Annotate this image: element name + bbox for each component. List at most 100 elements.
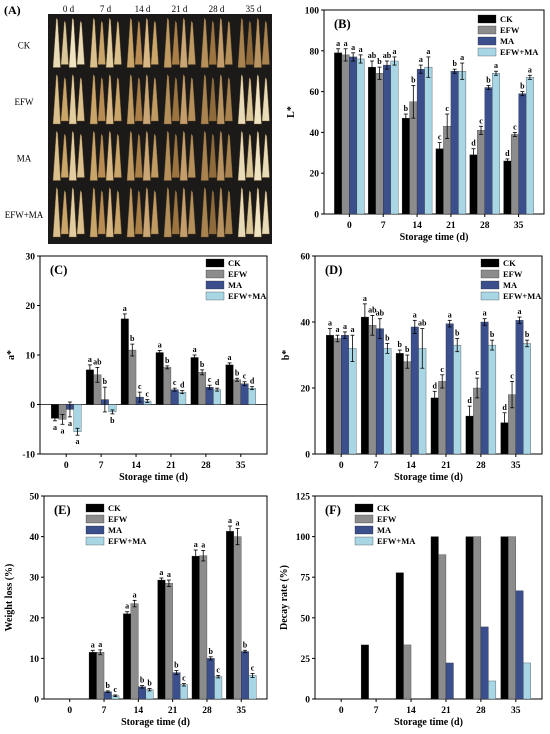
bamboo-shoot [76,189,85,235]
significance-letter: c [445,104,449,113]
significance-letter: b [377,57,382,66]
bar-efw-ma [453,344,462,455]
panel-a-svg: (A) 0 d 7 d 14 d 21 d 28 d 35 d CK EFW MA EFW+MA [4,3,272,244]
bar-efw [477,130,485,215]
bar-efw [510,134,519,215]
legend-swatch [354,536,374,546]
column-label: 7 d [100,4,112,14]
bamboo-shoot [237,186,246,238]
bamboo-shoot [60,20,69,65]
bar-efw-ma [248,675,257,700]
significance-letter: a [53,423,57,432]
bamboo-shoot [150,20,159,65]
y-tick-label: 50 [30,493,40,503]
column-label: 0 d [63,4,75,14]
bamboo-shoot [245,76,254,122]
y-tick-label: 20 [30,614,40,624]
bar-ck [430,397,439,455]
significance-letter: d [467,396,472,405]
bar-ma [172,672,181,700]
significance-letter: a [158,341,162,350]
bar-ma [241,651,249,700]
bar-efw [443,126,452,215]
significance-letter: b [398,340,403,349]
panel-a-column-labels: 0 d 7 d 14 d 21 d 28 d 35 d [63,4,262,14]
x-tick-label: 14 [406,461,416,471]
legend-label: EFW [228,269,248,279]
bamboo-shoot [126,130,135,181]
significance-letter: b [411,75,416,84]
x-axis-label: Storage time (d) [400,232,469,243]
bamboo-shoot [142,130,151,181]
bar-efw [438,381,447,455]
y-tick-label: 40 [310,129,320,139]
bamboo-shoot [150,189,159,235]
significance-letter: b [455,329,460,338]
bar-efw-ma [424,66,433,215]
x-tick-label: 21 [441,706,451,716]
significance-letter: ab [93,357,102,366]
x-tick-label: 35 [511,461,521,471]
x-tick-label: 28 [480,221,490,231]
significance-letter: b [405,345,410,354]
bar-ck [360,644,369,700]
y-tick-label: 25 [301,655,311,665]
bamboo-shoot [52,130,61,181]
panel-a-label: (A) [4,3,21,17]
bar-efw-ma [488,344,497,455]
bamboo-shoot [52,73,61,125]
x-tick-label: 21 [168,706,178,716]
bar-ma [515,590,524,700]
legend-swatch [480,280,500,290]
x-tick-label: 35 [511,706,521,716]
significance-letter: c [438,133,442,142]
bar-efw [96,652,105,700]
panel-c: -10 0 10 20 30 0 a a a a 7 a ab b b 14 a b c c 21 a b c d 28 a b c d 3… [0,244,275,489]
legend-label: EFW [500,25,520,35]
significance-letter: a [392,47,396,56]
y-tick-label: 60 [310,88,320,98]
bar-efw [473,536,482,700]
significance-letter: b [490,330,495,339]
bamboo-shoot [187,20,196,65]
bamboo-shoot [60,133,69,178]
bar-ck [226,531,234,700]
bamboo-shoot-photos [52,17,270,238]
significance-letter: ab [383,51,392,60]
bar-ma [383,64,391,215]
y-tick-label: 0 [30,401,35,411]
significance-letter: b [165,356,170,365]
significance-letter: a [335,325,339,334]
legend-label: MA [377,525,392,535]
panel-label: (C) [50,263,67,277]
bar-efw-ma [356,58,365,215]
bar-ck [88,652,97,700]
bamboo-shoot [113,20,122,65]
significance-letter: d [505,149,510,158]
bar-ck [395,353,404,455]
bamboo-shoot [253,17,262,68]
x-tick-label: 7 [381,221,386,231]
significance-letter: a [88,355,92,364]
significance-letter: b [200,360,205,369]
y-axis-label: Weight loss (%) [4,564,15,632]
bamboo-shoot [76,20,85,65]
x-tick-label: 0 [67,706,72,716]
significance-letter: a [201,540,205,549]
bamboo-shoot [68,73,77,125]
bamboo-shoot [97,189,106,235]
legend-swatch [205,269,225,279]
significance-letter: a [419,55,423,64]
plot-frame [323,9,545,215]
x-tick-label: 14 [406,706,416,716]
bamboo-shoot [113,189,122,235]
bamboo-shoot [245,133,254,178]
bar-ck [500,536,509,700]
bamboo-shoot [105,17,114,68]
significance-letter: c [216,665,220,674]
row-label: EFW+MA [5,210,44,220]
bamboo-shoot [134,189,143,235]
